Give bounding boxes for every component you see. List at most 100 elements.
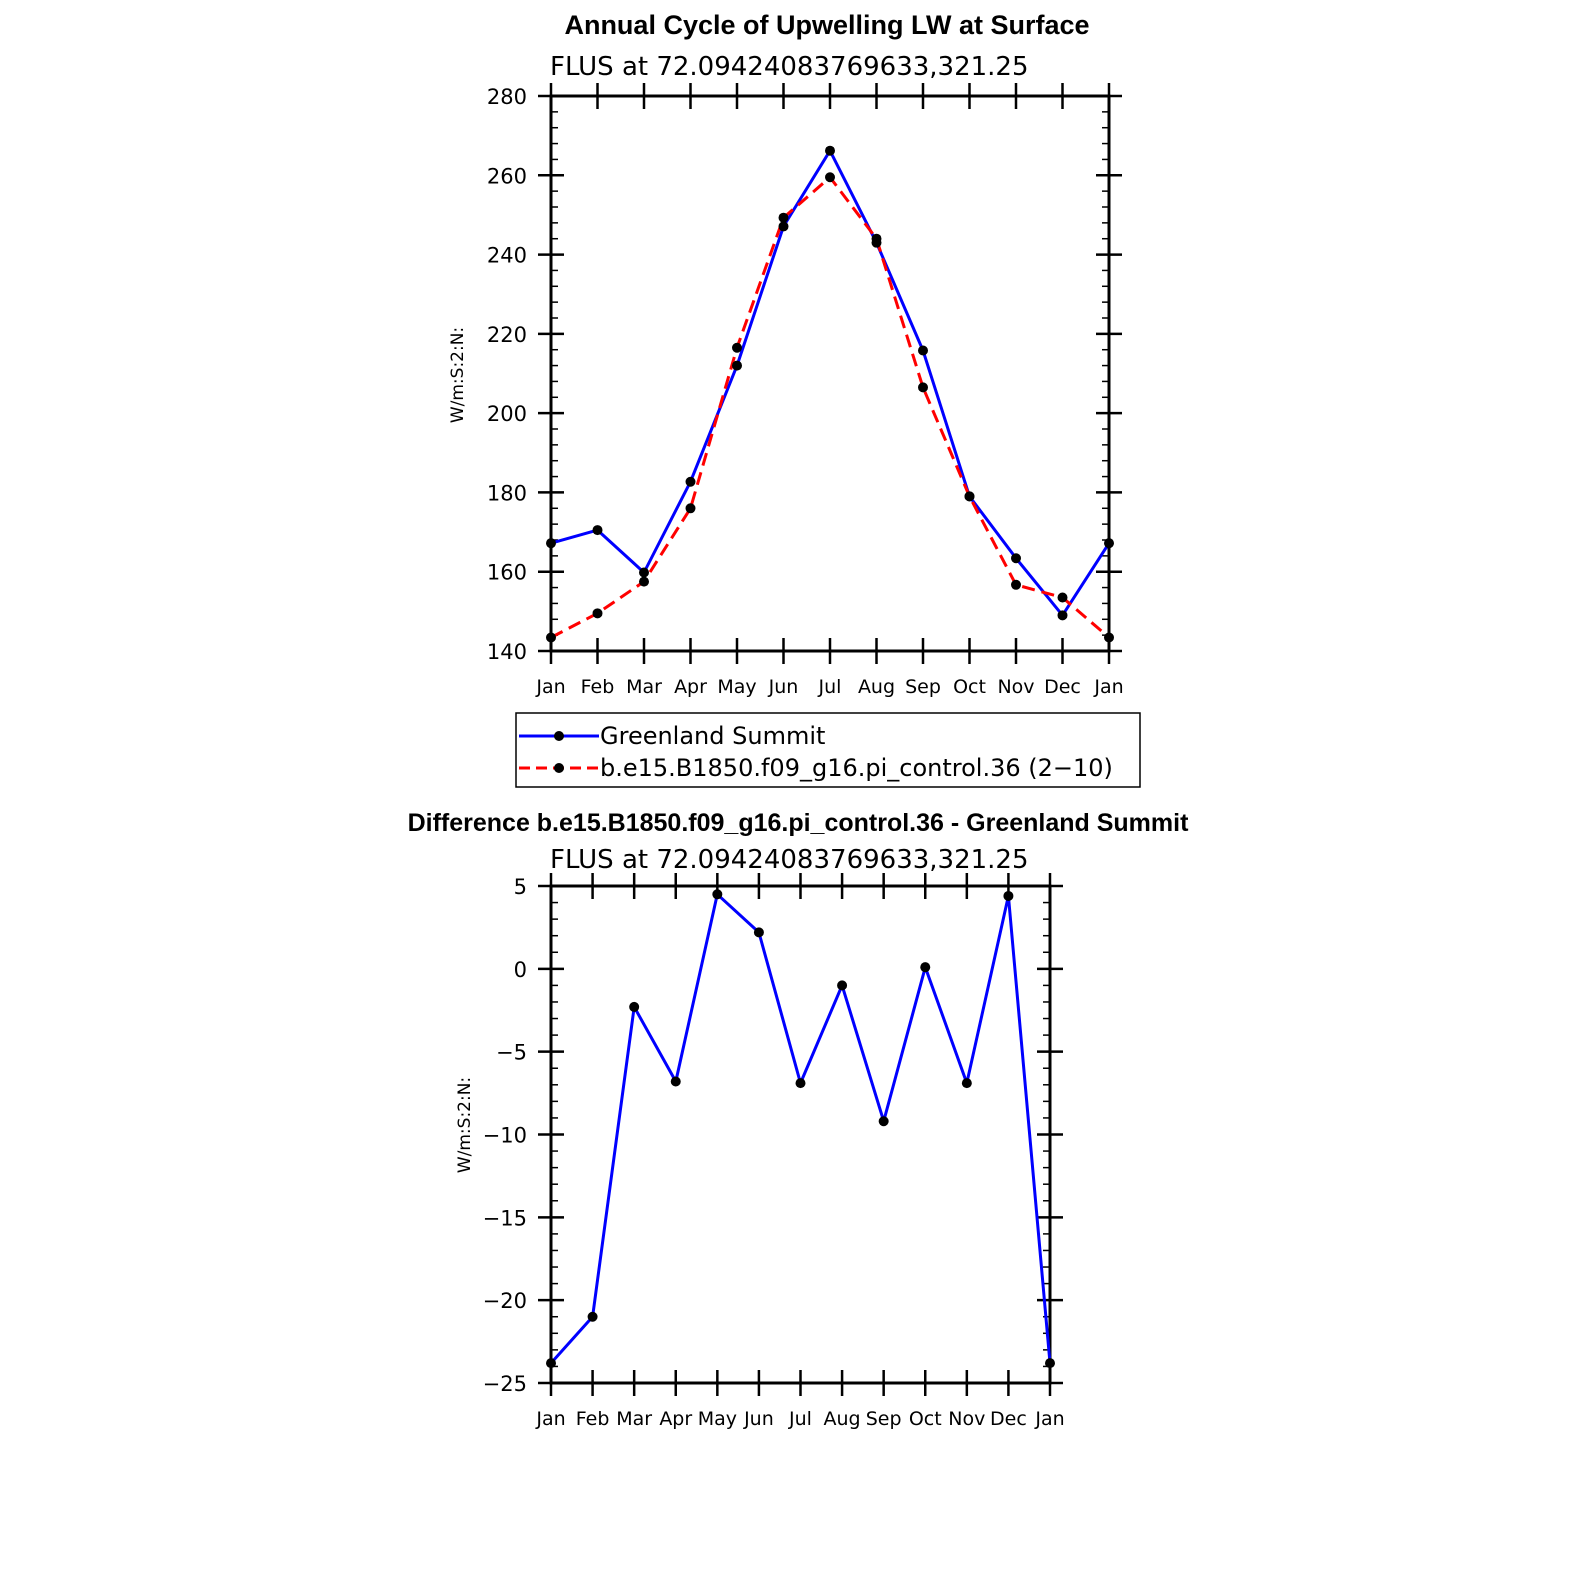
chart-subtitle: FLUS at 72.09424083769633,321.25 [550, 52, 1029, 82]
chart-title: Difference b.e15.B1850.f09_g16.pi_contro… [408, 809, 1190, 837]
data-point-1 [1057, 592, 1068, 603]
series-line-0 [550, 149, 1111, 617]
legend-label-greenland-summit: Greenland Summit [600, 722, 825, 750]
x-tick-label: Jul [788, 1408, 812, 1430]
data-point-0 [837, 980, 848, 991]
data-point-0 [629, 1001, 640, 1012]
x-tick-label: Dec [1044, 676, 1081, 698]
y-tick-label: 200 [487, 402, 527, 426]
data-point-1 [685, 503, 696, 514]
x-tick-label: Jul [818, 676, 842, 698]
annual-cycle-panel: Annual Cycle of Upwelling LW at Surface … [448, 10, 1124, 698]
x-tick-label: Jun [743, 1408, 774, 1430]
data-point-1 [546, 632, 556, 643]
data-point-0 [1011, 553, 1021, 564]
x-tick-label: May [717, 676, 756, 698]
y-tick-label: 240 [487, 244, 527, 268]
series-layer [546, 889, 1055, 1369]
x-tick-label: Jan [1093, 676, 1123, 698]
series-layer [546, 145, 1114, 643]
y-tick-label: 220 [487, 323, 527, 347]
data-point-0 [592, 525, 603, 536]
axes-frame: −25 −20 −15 −10 −5 0 5 Jan Feb Mar Apr May Jun Jul Aug… [483, 873, 1065, 1430]
x-tick-label: Nov [997, 676, 1034, 698]
data-point-1 [732, 342, 742, 353]
x-tick-label: Mar [626, 676, 662, 698]
y-axis-label: W/m:S:2:N: [455, 1077, 475, 1173]
data-point-0 [1057, 610, 1068, 621]
data-point-1 [592, 608, 603, 619]
data-point-0 [795, 1078, 806, 1089]
y-tick-label: 260 [487, 164, 527, 188]
y-tick-label: −10 [483, 1124, 527, 1148]
x-tick-label: Dec [990, 1408, 1027, 1430]
data-point-0 [918, 345, 928, 356]
data-point-0 [1104, 538, 1114, 549]
difference-panel: Difference b.e15.B1850.f09_g16.pi_contro… [408, 809, 1190, 1430]
chart-title: Annual Cycle of Upwelling LW at Surface [564, 10, 1089, 40]
x-tick-label: Aug [824, 1408, 861, 1430]
data-point-0 [732, 360, 742, 371]
x-tick-label: Jan [535, 1408, 565, 1430]
data-point-1 [871, 233, 882, 244]
data-point-0 [753, 927, 764, 938]
legend-marker-model [554, 763, 564, 773]
x-tick-label: Oct [953, 676, 986, 698]
data-point-0 [587, 1311, 598, 1322]
legend-label-model: b.e15.B1850.f09_g16.pi_control.36 (2−10) [600, 754, 1113, 782]
y-tick-label: −5 [496, 1041, 527, 1065]
y-tick-label: −15 [483, 1206, 527, 1230]
data-point-1 [918, 382, 928, 393]
x-tick-label: Apr [659, 1408, 692, 1430]
legend-box [515, 712, 1141, 788]
y-tick-label: 160 [487, 561, 527, 585]
data-point-0 [685, 476, 696, 487]
data-point-1 [639, 576, 649, 587]
x-tick-label: Oct [909, 1408, 942, 1430]
y-tick-label: 0 [514, 958, 527, 982]
data-point-0 [1045, 1358, 1055, 1369]
x-tick-label: Aug [858, 676, 895, 698]
x-tick-label: Feb [581, 676, 615, 698]
x-tick-label: Mar [616, 1408, 652, 1430]
y-tick-label: 140 [487, 640, 527, 664]
data-point-0 [920, 962, 931, 973]
x-tick-label: Sep [866, 1408, 902, 1430]
legend-marker-greenland-summit [554, 731, 564, 741]
data-point-0 [878, 1116, 889, 1127]
x-tick-label: Feb [576, 1408, 610, 1430]
plot-frame [549, 884, 1052, 1385]
axes-frame: 140 160 180 200 220 240 260 280 Jan Feb Mar Apr May J… [487, 83, 1124, 698]
y-tick-label: 280 [487, 85, 527, 109]
x-tick-label: May [698, 1408, 737, 1430]
data-point-0 [546, 538, 556, 549]
y-tick-label: −25 [483, 1372, 527, 1396]
data-point-1 [1011, 579, 1021, 590]
y-tick-label: 5 [514, 875, 527, 899]
x-tick-label: Jun [768, 676, 799, 698]
x-tick-label: Sep [905, 676, 941, 698]
data-point-0 [670, 1076, 681, 1087]
chart-subtitle: FLUS at 72.09424083769633,321.25 [550, 845, 1029, 875]
data-point-0 [639, 567, 649, 578]
data-point-1 [778, 212, 789, 223]
y-axis-label: W/m:S:2:N: [448, 327, 468, 423]
data-point-0 [1003, 890, 1014, 901]
x-tick-label: Jan [535, 676, 565, 698]
legend: Greenland Summit b.e15.B1850.f09_g16.pi_… [515, 712, 1141, 788]
data-point-1 [964, 491, 975, 502]
data-point-1 [825, 172, 835, 183]
y-tick-label: 180 [487, 481, 527, 505]
y-tick-label: −20 [483, 1289, 527, 1313]
series-line-0 [549, 892, 1052, 1365]
data-point-1 [1104, 632, 1114, 643]
x-tick-label: Apr [674, 676, 707, 698]
x-tick-label: Jan [1034, 1408, 1064, 1430]
data-point-0 [778, 221, 789, 232]
data-point-0 [825, 145, 835, 156]
data-point-0 [712, 889, 723, 900]
data-point-0 [546, 1358, 556, 1369]
data-point-0 [961, 1078, 972, 1089]
x-tick-label: Nov [948, 1408, 985, 1430]
